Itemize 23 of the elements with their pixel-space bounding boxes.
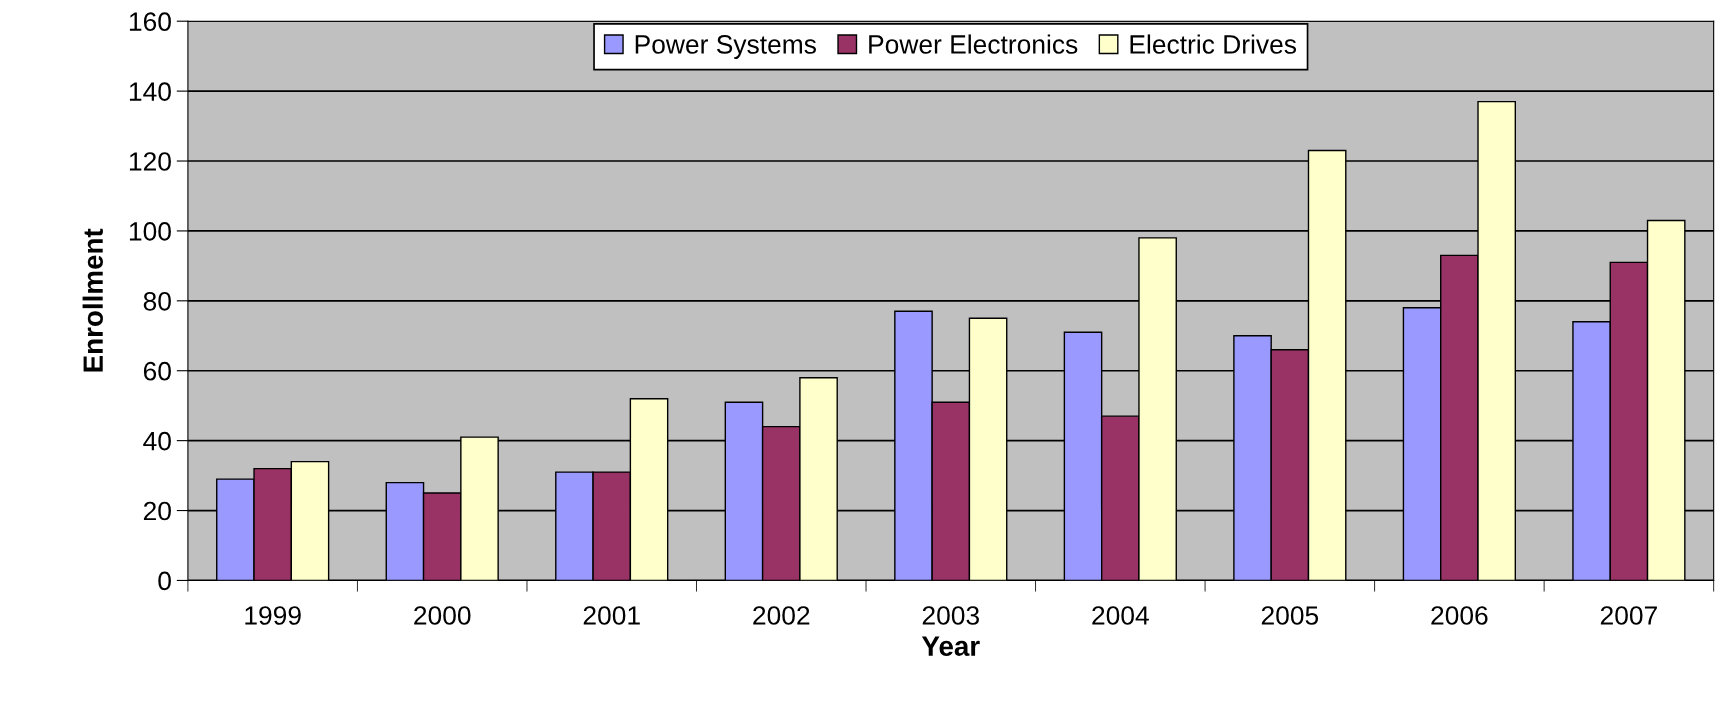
- y-tick-label: 80: [143, 291, 171, 311]
- x-tick-label: 2005: [1261, 606, 1319, 625]
- x-tick-label: 2000: [414, 606, 471, 625]
- y-tick-label: 0: [158, 571, 171, 591]
- x-tick-label: 1999: [245, 606, 301, 625]
- x-tick-label: 2003: [922, 606, 979, 625]
- x-tick-label: 2006: [1431, 606, 1488, 625]
- x-tick-label: 2007: [1600, 606, 1657, 625]
- y-tick-label: 120: [129, 152, 171, 171]
- y-tick-label: 60: [143, 361, 171, 381]
- x-tick-label: 2004: [1092, 606, 1149, 625]
- x-tick-label: 2002: [753, 606, 810, 625]
- x-tick-label: 2001: [583, 606, 640, 625]
- y-tick-label: 100: [129, 222, 171, 241]
- x-axis-title: Year: [921, 636, 980, 657]
- y-tick-label: 140: [129, 82, 171, 101]
- legend-label: Electric Drives: [1130, 34, 1297, 54]
- y-tick-label: 20: [143, 501, 171, 521]
- y-axis-title: Enrollment: [82, 228, 103, 372]
- legend-label: Power Electronics: [869, 34, 1078, 54]
- legend-label: Power Systems: [635, 35, 816, 59]
- y-tick-label: 160: [129, 12, 171, 32]
- y-tick-label: 40: [143, 431, 171, 451]
